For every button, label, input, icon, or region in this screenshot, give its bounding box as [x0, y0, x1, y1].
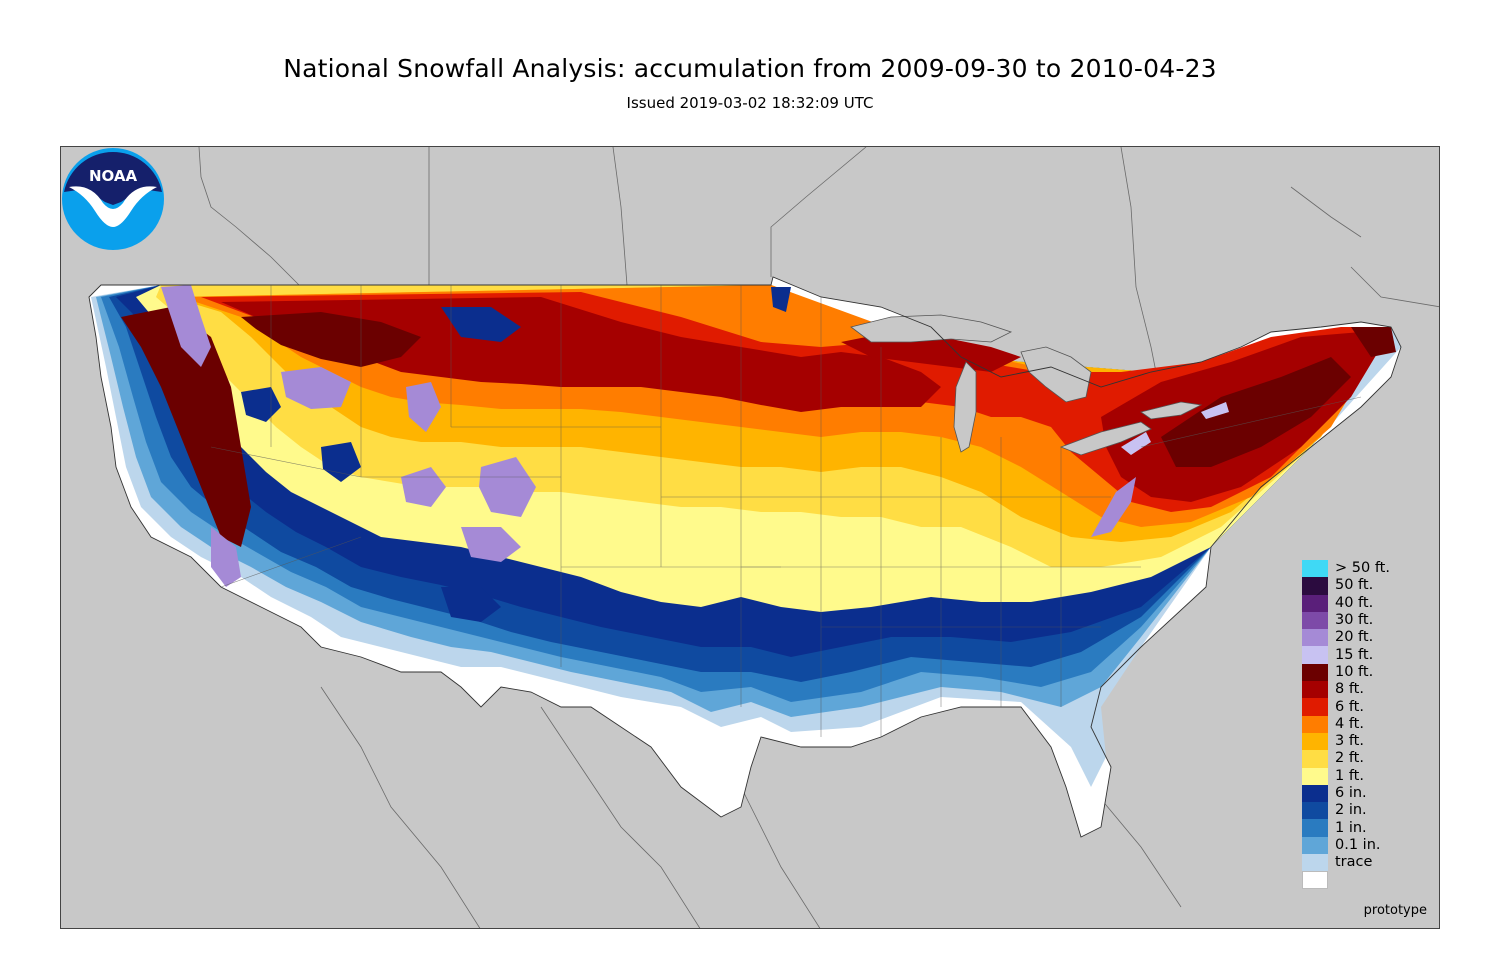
legend-row: 8 ft. — [1302, 681, 1390, 699]
legend-label: 6 ft. — [1335, 698, 1364, 715]
legend-row: 50 ft. — [1302, 577, 1390, 595]
legend-label: 6 in. — [1335, 785, 1367, 801]
legend-swatch — [1302, 784, 1328, 803]
legend-row: 0.1 in. — [1302, 836, 1390, 855]
legend-row: trace — [1302, 854, 1390, 872]
legend-label: 15 ft. — [1335, 646, 1374, 663]
legend-swatch — [1302, 560, 1328, 578]
legend-swatch — [1302, 698, 1328, 716]
legend-row: 20 ft. — [1302, 629, 1390, 647]
conus-snowfall — [89, 277, 1401, 837]
legend-swatch — [1302, 577, 1328, 595]
legend-swatch — [1302, 802, 1328, 820]
legend-label: 1 ft. — [1335, 767, 1364, 784]
legend-row: 10 ft. — [1302, 663, 1390, 682]
legend-row: 6 in. — [1302, 784, 1390, 803]
legend-row: 3 ft. — [1302, 732, 1390, 751]
conus-outline — [88, 276, 1402, 838]
prototype-watermark: prototype — [1363, 903, 1427, 918]
great-lakes — [850, 314, 1203, 456]
legend-label: 1 in. — [1335, 819, 1367, 836]
legend-row: 1 in. — [1302, 819, 1390, 837]
legend-swatch — [1302, 715, 1328, 733]
legend-swatch — [1302, 611, 1328, 630]
legend-label: > 50 ft. — [1335, 560, 1390, 577]
legend-row: 6 ft. — [1302, 698, 1390, 716]
legend-row: 2 ft. — [1302, 750, 1390, 768]
legend-label: 4 ft. — [1335, 715, 1364, 732]
snowfall-map: NOAA prototype — [60, 146, 1440, 929]
noaa-logo-icon: NOAA — [62, 148, 164, 250]
noaa-logo-text: NOAA — [89, 167, 138, 185]
legend-row: 15 ft. — [1302, 646, 1390, 664]
legend-swatch — [1302, 732, 1328, 751]
legend-swatch — [1302, 646, 1328, 664]
legend-swatch — [1302, 819, 1328, 837]
legend-label: 8 ft. — [1335, 681, 1364, 698]
legend-row: 30 ft. — [1302, 611, 1390, 630]
legend-swatch — [1302, 750, 1328, 768]
legend-row: 40 ft. — [1302, 594, 1390, 612]
map-canvas — [88, 147, 1439, 928]
color-legend: > 50 ft. 50 ft. 40 ft. 30 ft. 20 ft. 15 ft. 10… — [1302, 560, 1390, 889]
legend-label: trace — [1335, 854, 1373, 871]
legend-swatch — [1302, 663, 1328, 682]
legend-label: 2 in. — [1335, 802, 1367, 819]
legend-row: 2 in. — [1302, 802, 1390, 820]
issued-timestamp: Issued 2019-03-02 18:32:09 UTC — [626, 94, 874, 112]
legend-label: 3 ft. — [1335, 733, 1364, 750]
legend-label: 30 ft. — [1335, 612, 1374, 629]
legend-label: 20 ft. — [1335, 629, 1374, 646]
legend-label: 0.1 in. — [1335, 836, 1381, 853]
legend-swatch — [1302, 836, 1328, 855]
legend-row: > 50 ft. — [1302, 560, 1390, 578]
legend-swatch — [1302, 681, 1328, 699]
state-boundaries — [210, 285, 1362, 737]
legend-row: 1 ft. — [1302, 767, 1390, 785]
legend-label: 50 ft. — [1335, 577, 1374, 594]
legend-label: 40 ft. — [1335, 594, 1374, 611]
legend-swatch — [1302, 854, 1328, 872]
legend-swatch — [1302, 594, 1328, 612]
legend-swatch — [1302, 629, 1328, 647]
legend-swatch — [1302, 767, 1328, 785]
map-title: National Snowfall Analysis: accumulation… — [283, 54, 1217, 83]
legend-row — [1302, 871, 1390, 889]
legend-label: 2 ft. — [1335, 750, 1364, 767]
legend-label: 10 ft. — [1335, 663, 1374, 680]
neighbor-boundaries — [198, 147, 1439, 928]
legend-row: 4 ft. — [1302, 715, 1390, 733]
legend-swatch — [1302, 871, 1328, 889]
